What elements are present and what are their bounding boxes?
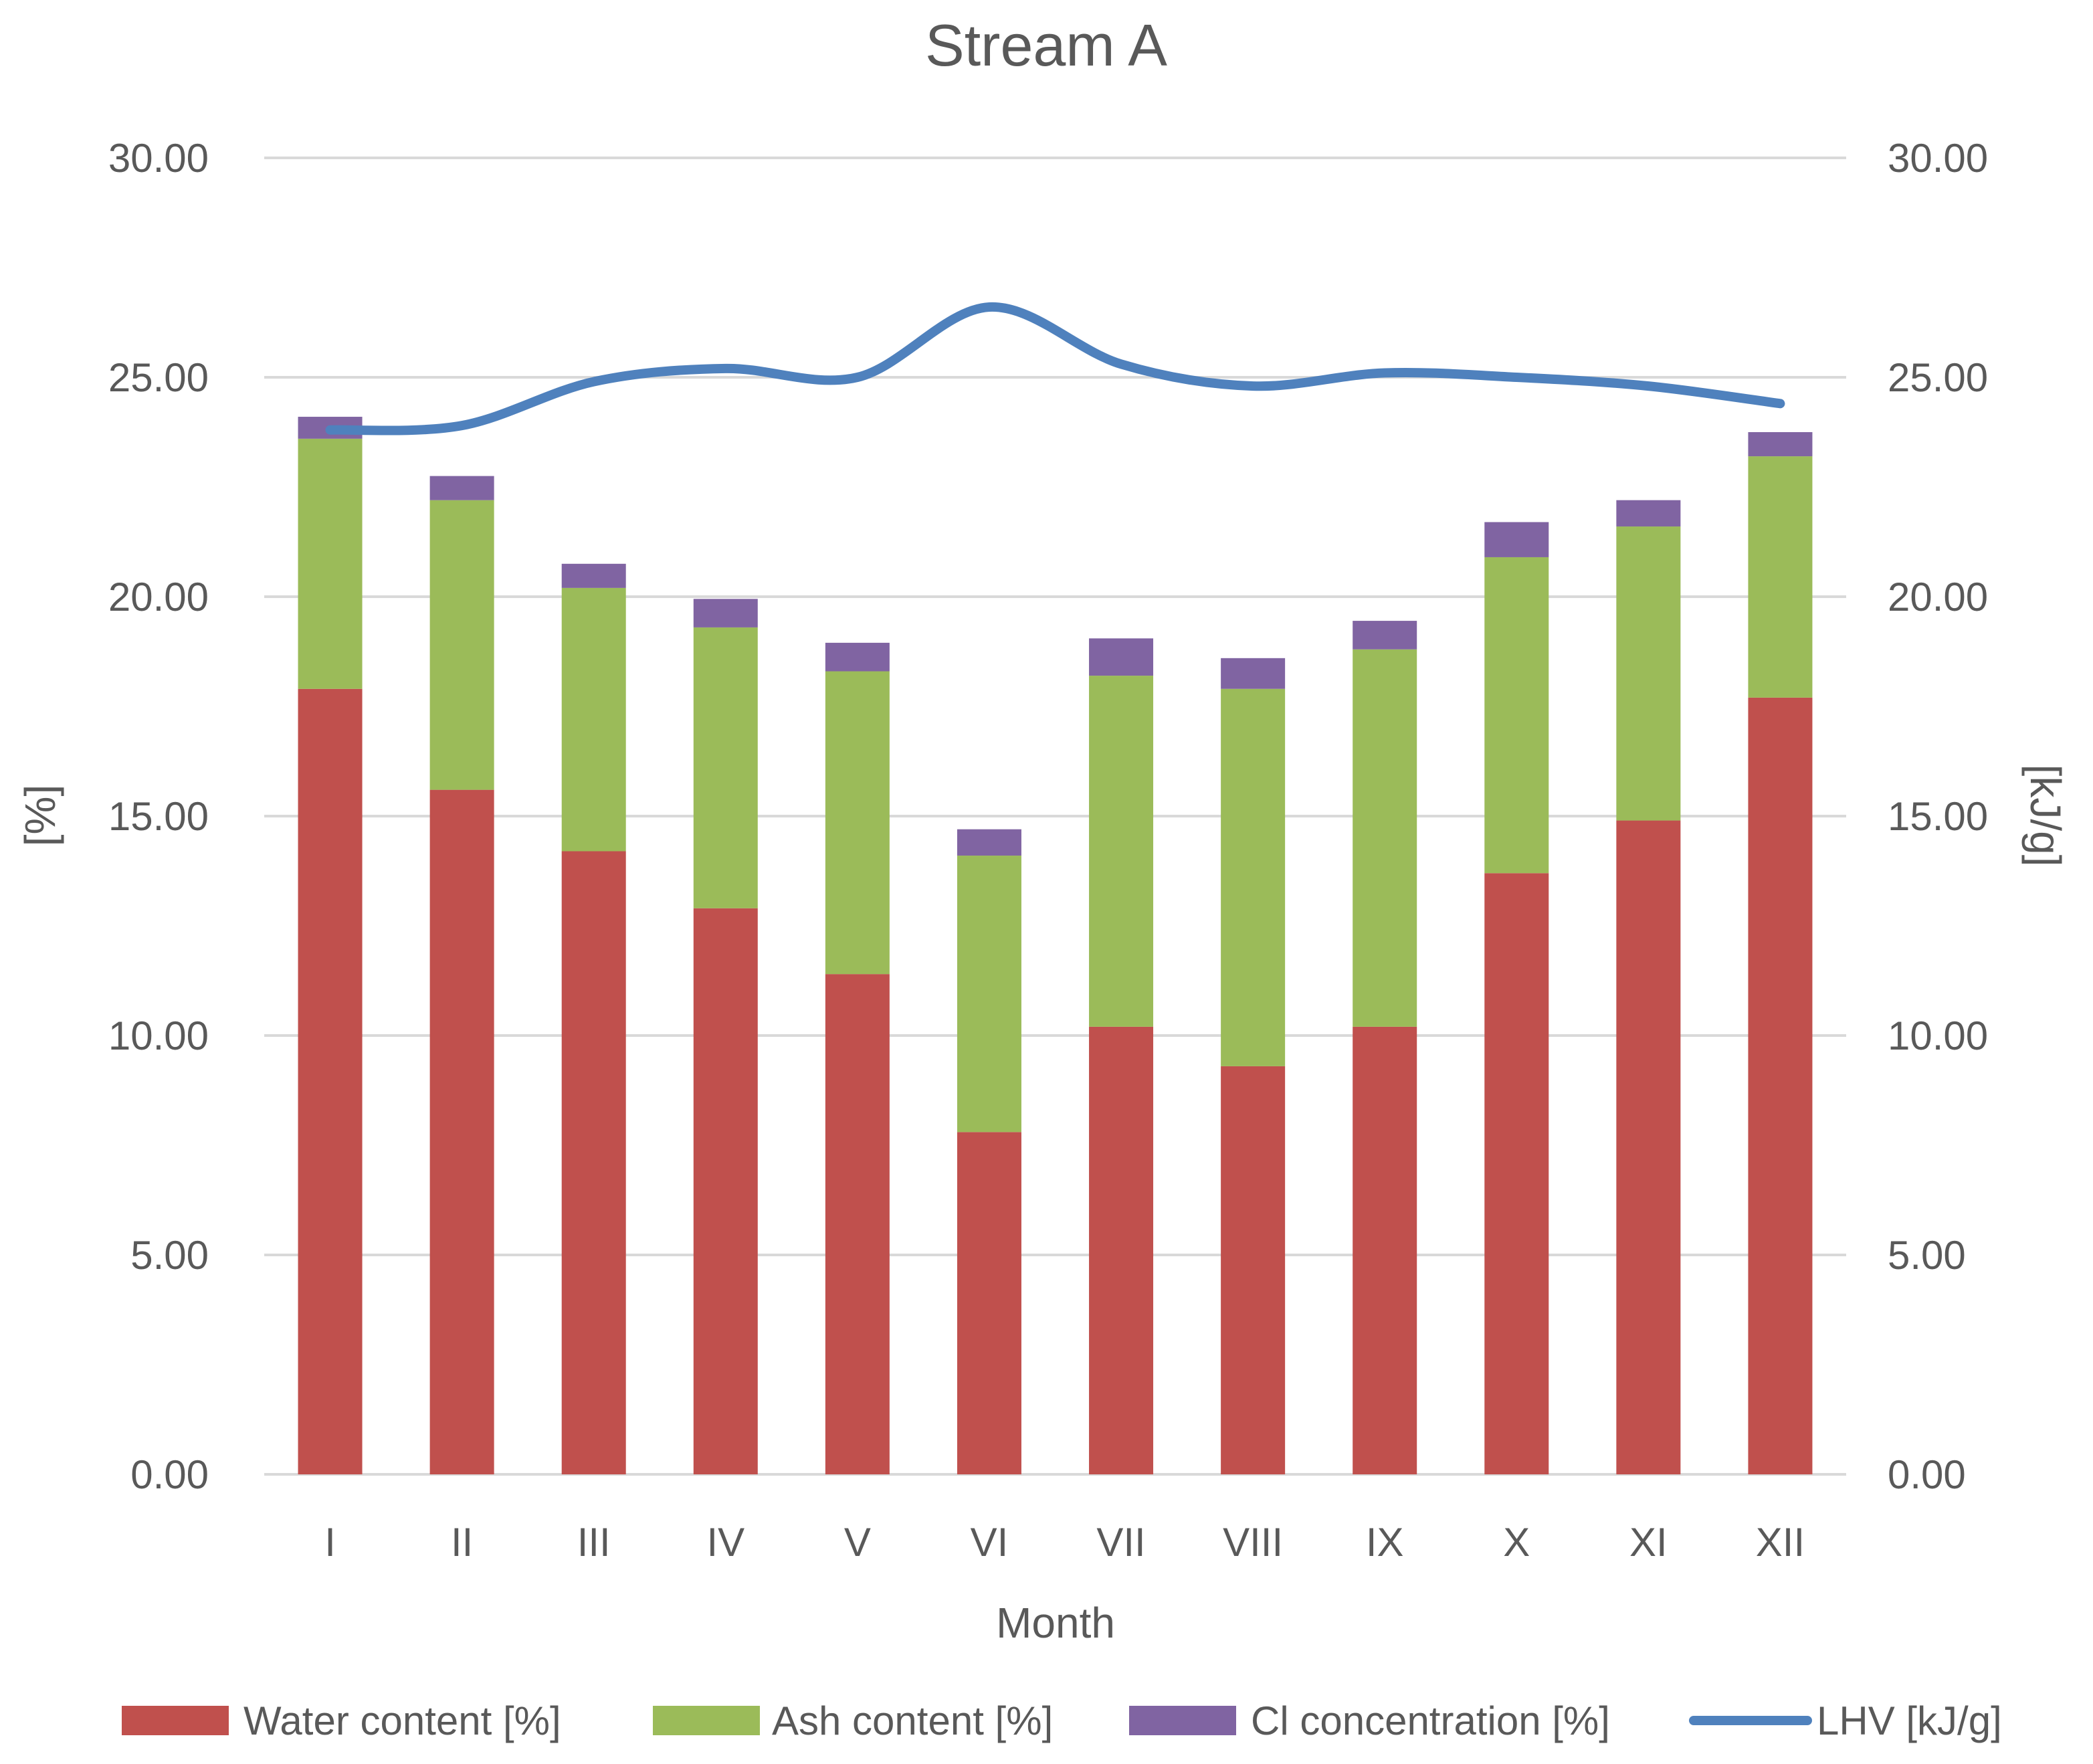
legend-label: LHV [kJ/g] bbox=[1817, 1698, 2002, 1743]
x-tick-label: XI bbox=[1629, 1520, 1668, 1565]
y-tick-right: 15.00 bbox=[1888, 794, 1988, 839]
x-tick-label: III bbox=[577, 1520, 611, 1565]
bar-cl-xii bbox=[1748, 432, 1813, 457]
legend-label: Cl concentration [%] bbox=[1251, 1698, 1610, 1743]
bar-ash-i bbox=[298, 438, 363, 689]
bar-water-ix bbox=[1353, 1026, 1417, 1474]
bar-cl-v bbox=[825, 642, 890, 672]
bar-water-iii bbox=[561, 851, 626, 1474]
left-axis-ticks: 0.00 5.00 10.00 15.00 20.00 25.00 30.00 bbox=[108, 136, 209, 1497]
bar-ash-iii bbox=[561, 587, 626, 852]
bar-ash-viii bbox=[1221, 688, 1286, 1066]
bar-cl-iv bbox=[693, 599, 758, 627]
bar-water-xi bbox=[1616, 820, 1681, 1474]
x-tick-label: XII bbox=[1756, 1520, 1805, 1565]
bar-cl-vii bbox=[1089, 638, 1154, 676]
gridlines bbox=[264, 157, 1846, 1476]
x-tick-label: IV bbox=[706, 1520, 744, 1565]
bar-water-v bbox=[825, 974, 890, 1474]
y-tick-right: 30.00 bbox=[1888, 136, 1988, 181]
bar-ash-vii bbox=[1089, 676, 1154, 1027]
bar-ash-ii bbox=[429, 500, 494, 790]
legend-label: Ash content [%] bbox=[772, 1698, 1053, 1743]
y-axis-right-title: [kJ/g] bbox=[2021, 765, 2070, 867]
x-tick-label: X bbox=[1503, 1520, 1530, 1565]
legend: Water content [%] Ash content [%] Cl conce… bbox=[122, 1698, 2002, 1743]
x-axis-categories: I II III IV V VI VII VIII IX X XI XII bbox=[324, 1520, 1805, 1565]
x-tick-label: V bbox=[844, 1520, 871, 1565]
y-tick-left: 5.00 bbox=[130, 1233, 209, 1278]
y-tick-left: 10.00 bbox=[108, 1013, 209, 1058]
bar-cl-vi bbox=[957, 829, 1021, 856]
x-tick-label: IX bbox=[1366, 1520, 1404, 1565]
x-tick-label: II bbox=[451, 1520, 473, 1565]
x-axis-title: Month bbox=[996, 1599, 1115, 1647]
bars-group bbox=[298, 417, 1813, 1474]
y-tick-right: 20.00 bbox=[1888, 575, 1988, 619]
bar-ash-xii bbox=[1748, 456, 1813, 698]
y-tick-left: 15.00 bbox=[108, 794, 209, 839]
bar-cl-viii bbox=[1221, 658, 1286, 689]
x-tick-label: VIII bbox=[1223, 1520, 1283, 1565]
y-tick-left: 25.00 bbox=[108, 355, 209, 400]
y-tick-left: 20.00 bbox=[108, 575, 209, 619]
y-tick-right: 25.00 bbox=[1888, 355, 1988, 400]
bar-water-viii bbox=[1221, 1066, 1286, 1474]
bar-water-xii bbox=[1748, 697, 1813, 1474]
bar-water-vi bbox=[957, 1132, 1021, 1474]
y-tick-left: 30.00 bbox=[108, 136, 209, 181]
right-axis-ticks: 0.00 5.00 10.00 15.00 20.00 25.00 30.00 bbox=[1888, 136, 1988, 1497]
bar-ash-ix bbox=[1353, 649, 1417, 1027]
lhv-line-group bbox=[325, 302, 1785, 435]
bar-water-i bbox=[298, 688, 363, 1474]
y-tick-right: 5.00 bbox=[1888, 1233, 1966, 1278]
x-tick-label: I bbox=[324, 1520, 336, 1565]
legend-swatch bbox=[653, 1706, 760, 1735]
bar-ash-iv bbox=[693, 627, 758, 908]
legend-label: Water content [%] bbox=[243, 1698, 561, 1743]
lhv-line bbox=[325, 302, 1785, 435]
legend-swatch bbox=[122, 1706, 229, 1735]
chart-title: Stream A bbox=[925, 12, 1167, 78]
bar-cl-x bbox=[1484, 522, 1549, 557]
bar-water-ii bbox=[429, 789, 494, 1474]
x-tick-label: VII bbox=[1096, 1520, 1145, 1565]
bar-cl-ix bbox=[1353, 621, 1417, 650]
y-tick-right: 10.00 bbox=[1888, 1013, 1988, 1058]
legend-swatch bbox=[1129, 1706, 1236, 1735]
bar-water-iv bbox=[693, 908, 758, 1474]
bar-cl-xi bbox=[1616, 500, 1681, 527]
bar-cl-ii bbox=[429, 476, 494, 500]
bar-water-vii bbox=[1089, 1026, 1154, 1474]
bar-ash-v bbox=[825, 671, 890, 975]
y-tick-right: 0.00 bbox=[1888, 1452, 1966, 1497]
bar-ash-vi bbox=[957, 856, 1021, 1133]
bar-ash-x bbox=[1484, 557, 1549, 874]
bar-ash-xi bbox=[1616, 526, 1681, 821]
y-tick-left: 0.00 bbox=[130, 1452, 209, 1497]
x-tick-label: VI bbox=[971, 1520, 1009, 1565]
y-axis-left-title: [%] bbox=[16, 785, 64, 846]
bar-cl-iii bbox=[561, 563, 626, 588]
bar-water-x bbox=[1484, 873, 1549, 1474]
